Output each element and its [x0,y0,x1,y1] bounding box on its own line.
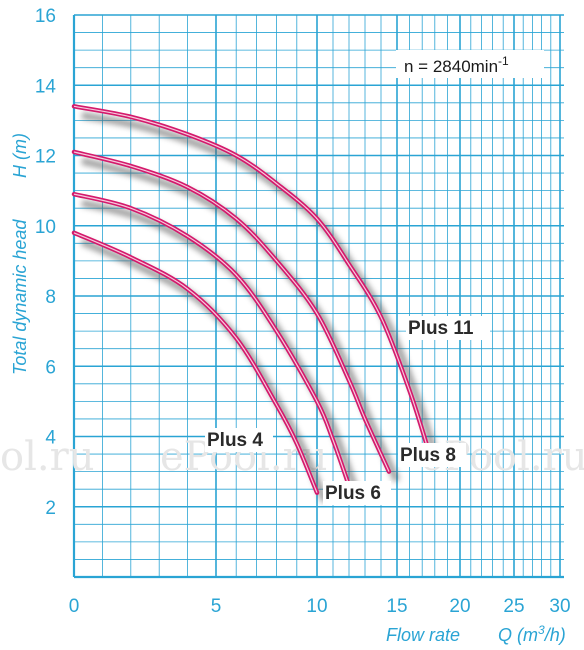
x-tick-label: 15 [386,596,407,617]
label-plus-6: Plus 6 [325,483,381,504]
x-tick-labels: 0 5 10 15 20 25 30 [69,596,571,617]
x-axis-symbol: Q (m3/h) [498,623,566,645]
y-tick-label: 8 [45,287,56,308]
x-tick-label: 25 [503,596,524,617]
series-line-highlight [73,232,318,493]
y-tick-label: 2 [45,498,56,519]
x-axis-title: Flow rate [386,625,460,645]
y-tick-label: 10 [35,217,56,238]
label-plus-11: Plus 11 [408,318,474,339]
y-axis-title: Total dynamic head [10,219,30,375]
series-line-highlight [73,105,430,451]
series-line-highlight [73,151,390,472]
label-bg-plus-4 [205,428,273,452]
label-plus-8: Plus 8 [400,445,456,466]
label-bg-plus-6 [323,481,391,505]
annotation-box [396,50,544,78]
x-tick-label: 10 [306,596,327,617]
y-tick-label: 6 [45,357,56,378]
curves [71,104,431,495]
y-tick-labels: 2 4 6 8 10 12 14 16 [35,6,57,519]
series-line-highlight [73,193,350,486]
y-tick-label: 14 [35,76,57,97]
label-bg-plus-11 [406,316,490,340]
x-tick-label: 0 [69,596,80,617]
y-tick-label: 12 [35,147,56,168]
x-tick-label: 20 [449,596,470,617]
y-tick-label: 4 [45,428,56,449]
y-axis-symbol: H (m) [10,133,30,178]
y-tick-label: 16 [35,6,56,27]
x-tick-label: 5 [211,596,222,617]
series-line-plus-8 [71,149,392,474]
axes [72,15,564,579]
x-tick-label: 30 [549,596,570,617]
label-plus-4: Plus 4 [207,430,263,451]
label-bg-plus-8 [398,443,466,467]
watermark-left: ol.ru [0,434,94,480]
speed-annotation: n = 2840min-1 [404,54,509,76]
